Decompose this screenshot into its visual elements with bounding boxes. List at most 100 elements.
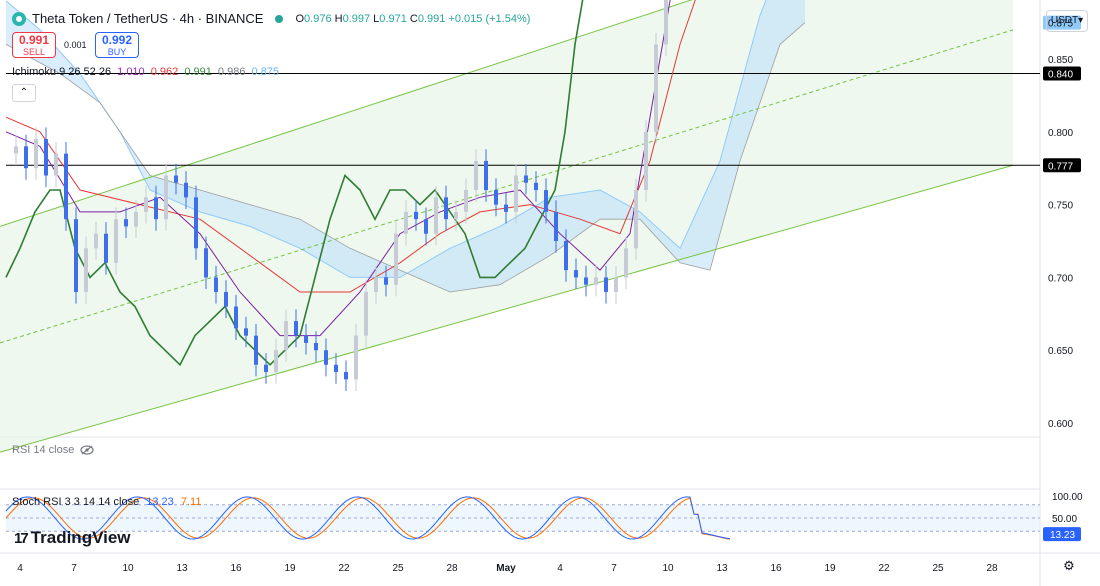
candle-body bbox=[664, 0, 668, 45]
stoch-k-line bbox=[5, 496, 731, 540]
candle-body bbox=[34, 139, 38, 169]
candle-body bbox=[204, 248, 208, 278]
sell-label: SELL bbox=[22, 47, 46, 57]
time-tick-label: 22 bbox=[878, 563, 890, 574]
eye-hidden-icon[interactable] bbox=[80, 445, 94, 455]
price-tick-label: 0.750 bbox=[1048, 201, 1073, 212]
candle-body bbox=[544, 190, 548, 212]
candle-body bbox=[264, 364, 268, 373]
time-tick-label: 10 bbox=[662, 563, 674, 574]
candle-body bbox=[94, 233, 98, 249]
tenkan-line bbox=[5, 0, 671, 337]
candle-body bbox=[424, 219, 428, 234]
candle-body bbox=[284, 321, 288, 351]
currency-selector[interactable]: USDT▾ bbox=[1046, 10, 1088, 32]
price-label-text: 0.777 bbox=[1048, 161, 1073, 172]
stoch-rsi-label: Stoch RSI 3 3 14 14 close bbox=[12, 496, 140, 508]
time-tick-label: May bbox=[496, 563, 516, 574]
time-tick-label: 4 bbox=[557, 563, 563, 574]
candle-body bbox=[14, 146, 18, 154]
candle-body bbox=[214, 277, 218, 292]
candle-body bbox=[124, 219, 128, 227]
rsi-label: RSI 14 close bbox=[12, 444, 75, 456]
cloud-span-a-line bbox=[5, 0, 767, 278]
time-tick-label: 19 bbox=[824, 563, 836, 574]
ichimoku-legend[interactable]: Ichimoku 9 26 52 26 1.010 0.962 0.991 0.… bbox=[12, 66, 282, 78]
stoch-tick-label: 100.00 bbox=[1052, 492, 1083, 503]
candle-body bbox=[584, 277, 588, 285]
candle-body bbox=[234, 306, 238, 329]
ichimoku-label: Ichimoku 9 26 52 26 bbox=[12, 66, 112, 78]
channel-upper-line bbox=[0, 0, 693, 227]
time-tick-label: 10 bbox=[122, 563, 134, 574]
time-tick-label: 25 bbox=[392, 563, 404, 574]
candle-body bbox=[384, 277, 388, 285]
theta-coin-icon bbox=[12, 11, 26, 26]
candle-body bbox=[474, 160, 478, 191]
brand-name: TradingView bbox=[30, 528, 131, 547]
candle-body bbox=[534, 182, 538, 191]
stoch-value-text: 13.23 bbox=[1050, 530, 1075, 541]
chevron-up-icon[interactable]: ⌃ bbox=[12, 84, 36, 102]
candle-body bbox=[154, 197, 158, 220]
candle-body bbox=[134, 211, 138, 227]
ichimoku-value-2: 0.962 bbox=[150, 66, 179, 78]
candle-body bbox=[104, 233, 108, 263]
candle-body bbox=[64, 153, 68, 220]
ohlc-values: O0.976 H0.997 L0.971 C0.991 +0.015 (+1.5… bbox=[295, 12, 531, 25]
candle-body bbox=[54, 153, 58, 176]
sell-button[interactable]: 0.991 SELL bbox=[12, 32, 56, 58]
price-label-text: 0.875 bbox=[1048, 19, 1073, 30]
candle-body bbox=[374, 277, 378, 292]
candle-body bbox=[564, 241, 568, 271]
symbol-title[interactable]: Theta Token / TetherUS · 4h · BINANCE bbox=[32, 11, 264, 26]
buy-price: 0.992 bbox=[101, 33, 133, 47]
stoch-k-value: 13.23 bbox=[146, 496, 174, 508]
price-tick-label: 0.700 bbox=[1048, 273, 1073, 284]
price-tick-label: 0.800 bbox=[1048, 128, 1073, 139]
time-tick-label: 28 bbox=[446, 563, 458, 574]
tradingview-logo-icon: 17 bbox=[14, 529, 29, 547]
candle-body bbox=[634, 190, 638, 249]
time-tick-label: 13 bbox=[716, 563, 728, 574]
time-tick-label: 16 bbox=[230, 563, 242, 574]
buy-button[interactable]: 0.992 BUY bbox=[95, 32, 139, 58]
time-tick-label: 25 bbox=[932, 563, 944, 574]
candle-body bbox=[254, 335, 258, 365]
time-tick-label: 13 bbox=[176, 563, 188, 574]
time-tick-label: 16 bbox=[770, 563, 782, 574]
candle-body bbox=[614, 277, 618, 292]
candle-body bbox=[144, 197, 148, 212]
ichimoku-value-4: 0.986 bbox=[217, 66, 246, 78]
stoch-rsi-legend[interactable]: Stoch RSI 3 3 14 14 close 13.23 7.11 bbox=[12, 496, 201, 508]
spread-value: 0.001 bbox=[64, 40, 87, 50]
candle-body bbox=[504, 204, 508, 212]
candle-body bbox=[74, 219, 78, 292]
candle-body bbox=[164, 175, 168, 220]
candle-body bbox=[84, 248, 88, 292]
candle-body bbox=[364, 291, 368, 336]
price-tick-label: 0.650 bbox=[1048, 346, 1073, 357]
candle-body bbox=[394, 233, 398, 285]
candle-body bbox=[644, 131, 648, 191]
price-tick-label: 0.850 bbox=[1048, 55, 1073, 66]
gear-icon[interactable]: ⚙ bbox=[1063, 558, 1075, 573]
candle-body bbox=[324, 350, 328, 365]
candle-body bbox=[344, 372, 348, 380]
sell-price: 0.991 bbox=[18, 33, 50, 47]
candle-body bbox=[574, 270, 578, 278]
price-label-badge bbox=[1043, 158, 1081, 173]
rsi-legend[interactable]: RSI 14 close bbox=[12, 444, 94, 456]
buy-label: BUY bbox=[107, 47, 127, 57]
candle-body bbox=[624, 248, 628, 278]
candle-body bbox=[224, 291, 228, 307]
candle-body bbox=[244, 328, 248, 336]
channel-lower-line bbox=[0, 164, 1014, 453]
channel-mid-line bbox=[0, 29, 1014, 344]
candle-body bbox=[314, 342, 318, 351]
tradingview-logo[interactable]: 17 TradingView bbox=[14, 528, 131, 548]
candle-body bbox=[484, 160, 488, 191]
candle-body bbox=[494, 190, 498, 205]
currency-label: USDT bbox=[1050, 15, 1079, 26]
